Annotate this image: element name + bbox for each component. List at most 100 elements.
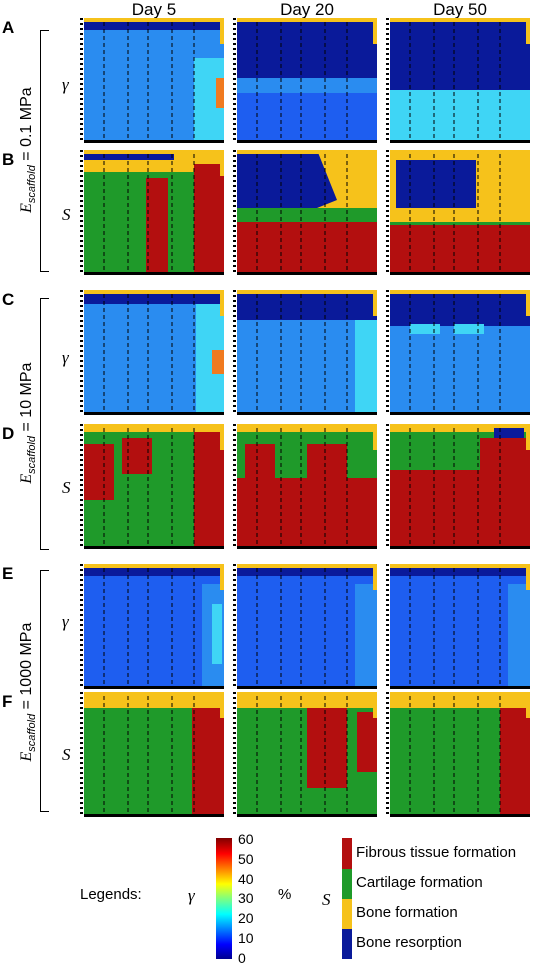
panel-tick bbox=[233, 624, 236, 626]
panel-tick bbox=[80, 584, 83, 586]
panel-tick bbox=[80, 43, 83, 45]
panel-tick bbox=[386, 649, 389, 651]
panel-tick bbox=[233, 400, 236, 402]
gamma-fill bbox=[84, 564, 224, 688]
panel-tick bbox=[80, 390, 83, 392]
panel-tick bbox=[233, 390, 236, 392]
panel-top-edge bbox=[390, 564, 530, 568]
s-resorption bbox=[84, 150, 174, 160]
panel-tick bbox=[80, 395, 83, 397]
panel-tick bbox=[80, 113, 83, 115]
panel-bottom-edge bbox=[84, 140, 224, 143]
panel-tick bbox=[233, 767, 236, 769]
panel-tick bbox=[386, 679, 389, 681]
panel-tick bbox=[80, 752, 83, 754]
panel-tick bbox=[233, 410, 236, 412]
gamma-hot bbox=[355, 320, 377, 414]
panel-tick bbox=[80, 255, 83, 257]
panel-tick bbox=[233, 350, 236, 352]
panel-tick bbox=[233, 325, 236, 327]
row-letter-a: A bbox=[2, 18, 15, 37]
panel-tick bbox=[80, 444, 83, 446]
colorbar-tick-label: 20 bbox=[238, 910, 254, 927]
s-cartilage bbox=[237, 208, 377, 222]
panel-tick bbox=[80, 205, 83, 207]
s-fibrous bbox=[500, 708, 530, 816]
panel-bottom-edge bbox=[84, 546, 224, 549]
gamma-wave bbox=[390, 290, 530, 326]
panel-tick bbox=[80, 210, 83, 212]
panel-tick bbox=[233, 479, 236, 481]
panel-tick bbox=[386, 375, 389, 377]
panel-tick bbox=[386, 170, 389, 172]
panel-right-edge bbox=[526, 692, 530, 718]
panel-tick bbox=[386, 370, 389, 372]
colorbar-tick-label: 50 bbox=[238, 850, 254, 867]
panel-tick bbox=[386, 48, 389, 50]
panel-tick bbox=[80, 732, 83, 734]
panel-tick bbox=[80, 18, 83, 20]
panel-tick bbox=[233, 345, 236, 347]
gamma-lower bbox=[390, 90, 530, 142]
panel-tick bbox=[80, 762, 83, 764]
panel-tick bbox=[233, 270, 236, 272]
panel-tick bbox=[386, 624, 389, 626]
panel-bottom-edge bbox=[237, 140, 377, 143]
panel-tick bbox=[80, 464, 83, 466]
panel-tick bbox=[80, 58, 83, 60]
panel-bottom-edge bbox=[390, 814, 530, 817]
panel-tick bbox=[386, 360, 389, 362]
panel-tick bbox=[386, 133, 389, 135]
panel-tick bbox=[80, 474, 83, 476]
panel-tick bbox=[233, 380, 236, 382]
panel-tick bbox=[386, 350, 389, 352]
panel-right-edge bbox=[220, 564, 224, 590]
panel-tick bbox=[386, 792, 389, 794]
panel-tick bbox=[233, 205, 236, 207]
row-letter-b: B bbox=[2, 150, 15, 169]
panel-tick bbox=[233, 449, 236, 451]
panel-tick bbox=[80, 787, 83, 789]
s-fibrous bbox=[390, 470, 530, 548]
panel-tick bbox=[386, 644, 389, 646]
panel-tick bbox=[233, 772, 236, 774]
panel-tick bbox=[386, 93, 389, 95]
panel-tick bbox=[386, 619, 389, 621]
panel-tick bbox=[386, 509, 389, 511]
panel-tick bbox=[80, 405, 83, 407]
panel-tick bbox=[386, 245, 389, 247]
panel-top-edge bbox=[237, 424, 377, 428]
panel-tick bbox=[386, 519, 389, 521]
panel-tick bbox=[233, 215, 236, 217]
panel-tick bbox=[233, 534, 236, 536]
panel-tick bbox=[80, 737, 83, 739]
panel-tick bbox=[233, 195, 236, 197]
panel-tick bbox=[80, 499, 83, 501]
panel-tick bbox=[386, 155, 389, 157]
s-fibrous bbox=[307, 708, 347, 788]
panel-tick bbox=[80, 290, 83, 292]
panel-tick bbox=[386, 424, 389, 426]
panel-tick bbox=[80, 594, 83, 596]
panel-tick bbox=[80, 310, 83, 312]
panel-tick bbox=[80, 230, 83, 232]
panel-tick bbox=[80, 385, 83, 387]
column-header-day20: Day 20 bbox=[280, 0, 334, 19]
panel-tick bbox=[233, 644, 236, 646]
panel-tick bbox=[233, 330, 236, 332]
panel-tick bbox=[233, 639, 236, 641]
panel-tick bbox=[233, 802, 236, 804]
panel-tick bbox=[233, 150, 236, 152]
panel-tick bbox=[386, 270, 389, 272]
panel-tick bbox=[386, 692, 389, 694]
panel-tick bbox=[386, 722, 389, 724]
panel-tick bbox=[386, 220, 389, 222]
row-variable-s-b: S bbox=[62, 205, 71, 224]
panel-tick bbox=[233, 305, 236, 307]
panel-tick bbox=[386, 33, 389, 35]
panel-tick bbox=[386, 717, 389, 719]
panel-tick bbox=[386, 18, 389, 20]
panel-tick bbox=[386, 240, 389, 242]
panel-tick bbox=[386, 98, 389, 100]
panel-tick bbox=[233, 360, 236, 362]
